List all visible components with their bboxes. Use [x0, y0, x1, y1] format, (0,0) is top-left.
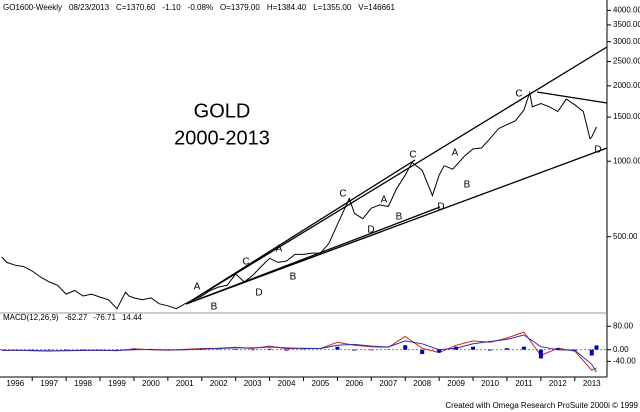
x-tick-label: 2009 [447, 379, 465, 388]
y-tick-label: 3000.00 [613, 37, 640, 46]
histogram-bar [369, 349, 374, 351]
macd-value: -62.27 [65, 313, 88, 322]
header-item: O=1379.00 [220, 3, 260, 12]
header-item: L=1355.00 [313, 3, 352, 12]
histogram-bar [335, 346, 340, 350]
wave-label: A [194, 282, 201, 293]
histogram-bar [538, 349, 543, 359]
wave-label: D [594, 145, 601, 156]
x-tick-label: 1999 [108, 379, 126, 388]
histogram-bar [572, 349, 577, 351]
y-tick-label: 3500.00 [613, 20, 640, 29]
x-tick-label: 2002 [210, 379, 228, 388]
histogram-bar [131, 348, 136, 350]
x-tick-label: 2006 [345, 379, 363, 388]
y-tick-label: 4000.00 [613, 5, 640, 14]
wave-label: C [515, 89, 522, 100]
histogram-bar [420, 349, 425, 355]
macd-value: 14.44 [122, 313, 143, 322]
annotation: GOLD [194, 100, 251, 122]
histogram-bar [284, 349, 289, 351]
x-tick-label: 2004 [278, 379, 296, 388]
histogram-bar [352, 349, 357, 351]
wave-label: C [242, 257, 249, 268]
trend-lines [185, 46, 608, 305]
wave-label: B [211, 302, 218, 313]
macd-line [1, 334, 597, 373]
x-tick-label: 1998 [74, 379, 92, 388]
annotation: 2000-2013 [174, 127, 270, 149]
histogram-bar [267, 348, 272, 350]
wave-label: C [409, 150, 416, 161]
y-tick-label: 500.00 [613, 232, 638, 241]
wave-label: D [367, 225, 374, 236]
x-tick-label: 2000 [142, 379, 160, 388]
header-item: C=1370.60 [116, 3, 156, 12]
y-tick-label: 0.00 [613, 345, 629, 354]
histogram-bar [488, 349, 493, 351]
trend-line [185, 206, 441, 305]
wave-label: A [276, 244, 283, 255]
trend-line [536, 91, 608, 104]
wave-label: B [464, 180, 471, 191]
wave-label: A [381, 195, 388, 206]
trend-line [185, 159, 416, 305]
histogram-bar [504, 348, 509, 350]
y-tick-label: 1500.00 [613, 112, 640, 121]
x-tick-label: 2008 [413, 379, 431, 388]
header-item: GO1600-Weekly [3, 3, 62, 12]
y-tick-label: 2000.00 [613, 81, 640, 90]
histogram-bar [199, 349, 204, 350]
header-item: -0.08% [188, 3, 213, 12]
histogram-bar [454, 346, 459, 350]
header-item: H=1384.40 [267, 3, 307, 12]
histogram-bar [521, 346, 526, 350]
histogram-bar [403, 345, 408, 350]
panel-title: MACD(12,26,9) [3, 313, 59, 322]
x-tick-label: 2013 [583, 379, 601, 388]
histogram-bar [233, 349, 238, 350]
x-tick-label: 2010 [481, 379, 499, 388]
wave-label: C [339, 189, 346, 200]
x-tick-label: 2012 [549, 379, 567, 388]
header-item: V=146661 [358, 3, 395, 12]
macd-value: -76.71 [93, 313, 116, 322]
x-tick-label: 2005 [312, 379, 330, 388]
footer: Created with Omega Research ProSuite 200… [445, 401, 638, 410]
histogram-bar [437, 349, 442, 353]
x-tick-label: 2001 [176, 379, 194, 388]
y-tick-label: 80.00 [613, 321, 634, 330]
x-tick-label: 1996 [6, 379, 24, 388]
trend-line [185, 147, 608, 305]
x-tick-label: 2011 [515, 379, 533, 388]
x-tick-label: 2007 [379, 379, 397, 388]
wave-label: B [396, 212, 403, 223]
histogram-bar [555, 348, 560, 350]
header-item: 08/23/2013 [69, 3, 110, 12]
trend-line [185, 46, 608, 305]
histogram-bar [471, 346, 476, 350]
x-tick-label: 2003 [244, 379, 262, 388]
y-tick-label: -40.00 [613, 356, 636, 365]
y-tick-label: 1000.00 [613, 156, 640, 165]
wave-label: A [452, 148, 459, 159]
histogram-bar [589, 349, 594, 356]
wave-label: D [255, 288, 262, 299]
histogram-bar [594, 345, 599, 350]
histogram-bar [250, 349, 255, 351]
price-line [1, 90, 597, 310]
y-tick-label: 2500.00 [613, 57, 640, 66]
wave-label: D [437, 202, 444, 213]
wave-label: B [290, 272, 297, 283]
header-item: -1.10 [162, 3, 181, 12]
x-tick-label: 1997 [40, 379, 58, 388]
